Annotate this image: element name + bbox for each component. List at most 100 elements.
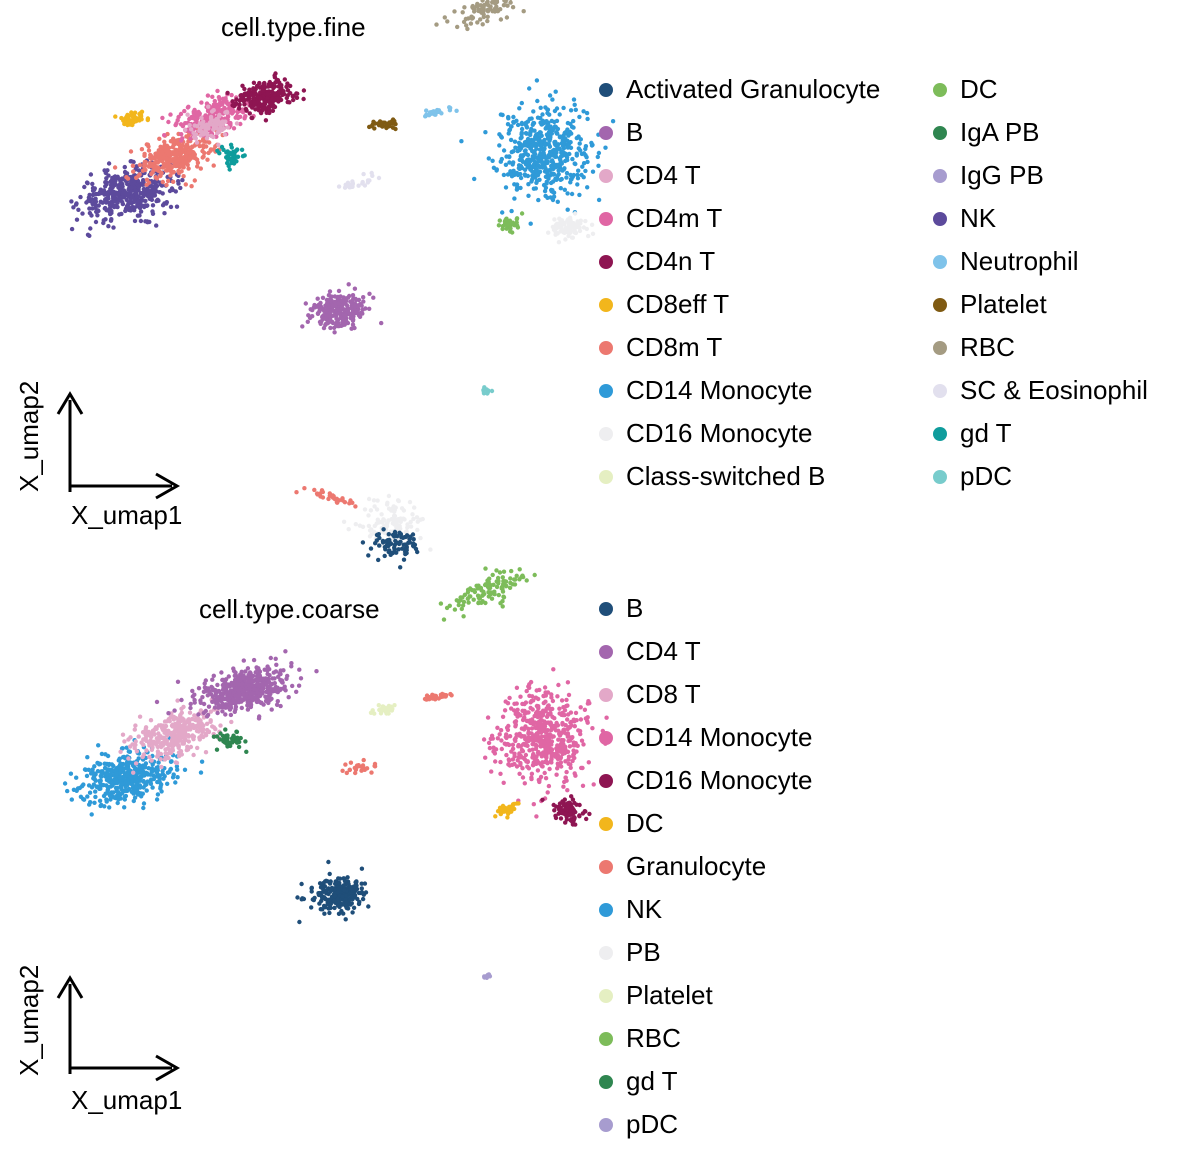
scatter-point-nk xyxy=(174,204,180,209)
scatter-point-cd16-monocyte xyxy=(581,225,587,230)
scatter-point-cd14-monocyte xyxy=(539,133,544,138)
scatter-point-cd8-t xyxy=(183,737,188,743)
scatter-point-nk xyxy=(90,185,96,191)
scatter-point-b xyxy=(297,919,302,925)
scatter-point-cd14-monocyte xyxy=(546,123,551,128)
scatter-point-nk xyxy=(95,208,101,213)
x-axis-arrow-head xyxy=(155,472,181,500)
scatter-point-cd14-monocyte xyxy=(534,754,539,759)
scatter-point-cd14-monocyte xyxy=(529,775,534,780)
scatter-point-cd14-monocyte xyxy=(550,698,556,704)
scatter-point-cd14-monocyte xyxy=(549,695,554,700)
scatter-point-cd4-t xyxy=(212,118,217,123)
scatter-point-cd8-t xyxy=(180,741,185,746)
scatter-point-cd8-t xyxy=(175,698,180,703)
scatter-point-nk xyxy=(114,203,119,208)
scatter-point-b xyxy=(367,306,372,311)
scatter-point-cd4-t xyxy=(222,132,228,137)
scatter-point-cd4-t xyxy=(221,126,226,131)
scatter-point-cd8-t xyxy=(170,748,176,753)
legend-label: RBC xyxy=(960,332,1015,362)
cluster-cd14-monocyte xyxy=(481,667,609,819)
scatter-point-cd14-monocyte xyxy=(545,159,550,164)
scatter-point-cd8m-t xyxy=(168,173,173,178)
scatter-point-dc xyxy=(498,811,503,817)
scatter-point-cd4n-t xyxy=(288,91,293,96)
scatter-point-cd14-monocyte xyxy=(536,197,541,203)
scatter-point-nk xyxy=(178,185,183,191)
scatter-point-nk xyxy=(90,181,95,187)
scatter-point-cd14-monocyte xyxy=(500,210,505,215)
scatter-point-cd4-t xyxy=(277,687,283,693)
y-axis-arrow-head xyxy=(56,391,84,415)
scatter-point-cd14-monocyte xyxy=(528,221,533,226)
scatter-point-cd8m-t xyxy=(197,143,202,149)
scatter-point-cd16-monocyte xyxy=(565,801,571,806)
scatter-point-cd8m-t xyxy=(195,164,200,169)
scatter-point-cd14-monocyte xyxy=(546,129,552,135)
scatter-point-nk xyxy=(144,203,149,208)
scatter-point-cd8m-t xyxy=(173,163,178,169)
scatter-point-cd14-monocyte xyxy=(515,185,520,190)
scatter-point-b xyxy=(336,301,341,306)
scatter-point-cd4-t xyxy=(239,705,244,711)
scatter-point-cd4-t xyxy=(196,712,201,717)
scatter-point-pdc xyxy=(489,388,495,394)
scatter-point-cd14-monocyte xyxy=(547,766,552,772)
scatter-point-nk xyxy=(148,781,154,786)
scatter-point-cd14-monocyte xyxy=(533,746,539,751)
scatter-point-cd14-monocyte xyxy=(596,163,601,168)
scatter-point-cd4n-t xyxy=(275,96,281,101)
scatter-point-rbc xyxy=(504,15,510,20)
scatter-point-cd14-monocyte xyxy=(543,142,548,148)
scatter-point-cd8m-t xyxy=(171,142,176,147)
legend-label: CD8m T xyxy=(626,332,723,362)
scatter-point-cd4-t xyxy=(268,655,273,661)
scatter-point-cd14-monocyte xyxy=(497,732,502,737)
scatter-point-b xyxy=(340,317,345,322)
scatter-point-cd14-monocyte xyxy=(565,120,571,126)
scatter-point-cd4-t xyxy=(264,682,269,687)
legend-label: CD4n T xyxy=(626,246,716,276)
cluster-rbc xyxy=(434,0,526,32)
scatter-point-cd14-monocyte xyxy=(503,185,509,190)
scatter-point-cd4-t xyxy=(191,134,197,140)
scatter-point-cd16-monocyte xyxy=(568,812,574,817)
scatter-point-cd14-monocyte xyxy=(509,174,515,179)
scatter-point-cd4m-t xyxy=(186,104,191,110)
legend-swatch xyxy=(599,470,613,484)
scatter-point-cd8m-t xyxy=(183,153,188,158)
scatter-point-b xyxy=(366,904,371,909)
scatter-point-dc xyxy=(510,220,515,225)
scatter-point-b xyxy=(320,295,326,300)
scatter-point-cd4n-t xyxy=(237,102,242,107)
scatter-point-b xyxy=(332,299,338,305)
scatter-point-rbc xyxy=(478,17,483,22)
scatter-point-cd14-monocyte xyxy=(542,685,548,690)
scatter-point-cd8m-t xyxy=(191,151,196,156)
scatter-point-rbc xyxy=(494,568,499,573)
scatter-point-neutrophil xyxy=(423,114,428,119)
scatter-point-nk xyxy=(117,212,122,217)
scatter-point-nk xyxy=(105,788,110,793)
scatter-point-cd14-monocyte xyxy=(487,745,493,751)
scatter-point-cd8-t xyxy=(147,754,152,760)
scatter-point-cd14-monocyte xyxy=(559,764,564,769)
scatter-point-cd14-monocyte xyxy=(509,749,514,754)
scatter-point-nk xyxy=(98,780,103,785)
scatter-point-cd4-t xyxy=(190,688,195,694)
scatter-point-cd14-monocyte xyxy=(534,78,540,83)
scatter-point-nk xyxy=(103,170,109,176)
scatter-point-nk xyxy=(141,179,146,184)
scatter-point-cd14-monocyte xyxy=(530,122,535,128)
scatter-point-nk xyxy=(118,791,124,797)
scatter-point-cd14-monocyte xyxy=(507,695,512,701)
scatter-point-cd14-monocyte xyxy=(529,179,534,184)
scatter-point-cd16-monocyte xyxy=(584,816,589,822)
scatter-point-b xyxy=(295,895,300,900)
cluster-cd14-monocyte xyxy=(459,78,616,226)
scatter-point-b xyxy=(328,879,333,884)
scatter-point-cd4-t xyxy=(199,130,205,135)
scatter-point-cd14-monocyte xyxy=(576,168,581,173)
scatter-point-nk xyxy=(160,191,165,196)
